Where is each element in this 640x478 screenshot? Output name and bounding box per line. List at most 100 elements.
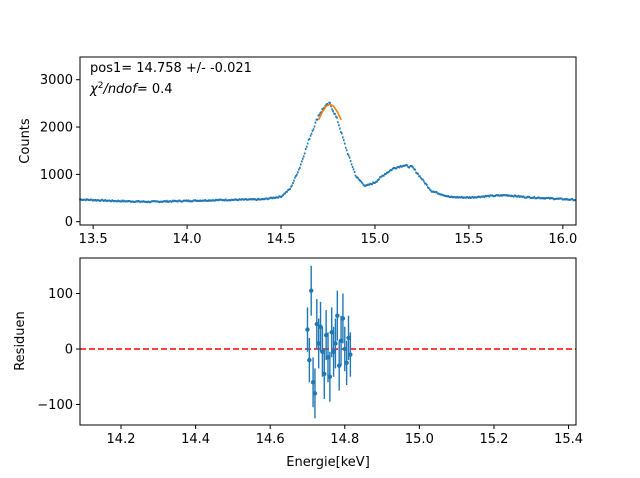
- spectrum-point: [451, 195, 454, 198]
- spectrum-point: [419, 175, 421, 178]
- fit-position-annotation: pos1= 14.758 +/- -0.021: [90, 61, 252, 76]
- spectrum-point: [144, 200, 147, 203]
- spectrum-point: [502, 193, 504, 196]
- spectrum-point: [156, 200, 158, 203]
- spectrum-point: [350, 163, 353, 166]
- residuals-y-tick-label: 0: [65, 342, 73, 357]
- spectrum-point: [253, 198, 255, 201]
- spectrum-point: [415, 171, 417, 174]
- spectrum-point: [155, 200, 158, 203]
- spectrum-point: [178, 199, 181, 202]
- spectrum-point: [332, 110, 334, 113]
- spectrum-point: [181, 200, 184, 203]
- spectrum-point: [147, 200, 150, 203]
- spectrum-point: [161, 200, 163, 203]
- spectrum-point: [459, 196, 461, 199]
- spectrum-y-tick-label: 3000: [40, 73, 73, 88]
- spectrum-point: [506, 194, 508, 197]
- spectrum-point: [226, 199, 229, 202]
- spectrum-point: [199, 199, 201, 202]
- spectrum-point: [479, 196, 482, 199]
- spectrum-point: [149, 201, 152, 204]
- spectrum-y-axis-label: Counts: [18, 118, 33, 164]
- spectrum-point: [298, 168, 300, 171]
- spectrum-point: [312, 128, 315, 131]
- spectrum-point: [283, 192, 285, 195]
- spectrum-point: [195, 200, 198, 203]
- residual-point: [309, 288, 314, 293]
- spectrum-plot-frame: [79, 56, 577, 226]
- spectrum-point: [218, 198, 221, 201]
- spectrum-point: [344, 146, 347, 149]
- spectrum-point: [496, 194, 498, 197]
- spectrum-point: [214, 198, 217, 201]
- spectrum-point: [453, 195, 455, 198]
- spectrum-point: [187, 199, 190, 202]
- spectrum-point: [351, 166, 354, 169]
- spectrum-point: [553, 198, 555, 201]
- spectrum-point: [170, 200, 172, 203]
- spectrum-point: [489, 194, 492, 197]
- spectrum-point: [529, 196, 532, 199]
- spectrum-point: [254, 198, 256, 201]
- spectrum-point: [274, 196, 277, 199]
- spectrum-point: [543, 197, 545, 200]
- residuals-series: [305, 265, 353, 419]
- spectrum-point: [573, 199, 576, 202]
- spectrum-point: [331, 108, 333, 111]
- spectrum-point: [337, 121, 339, 124]
- residuals-x-tick-label: 14.4: [181, 432, 210, 447]
- spectrum-point: [383, 174, 385, 177]
- spectrum-point: [325, 103, 327, 106]
- spectrum-point: [302, 155, 305, 158]
- spectrum-point: [278, 195, 281, 198]
- spectrum-point: [376, 180, 378, 183]
- spectrum-point: [228, 199, 231, 202]
- spectrum-point: [492, 195, 495, 198]
- spectrum-point: [305, 145, 308, 148]
- spectrum-point: [328, 101, 330, 104]
- spectrum-point: [219, 198, 222, 201]
- spectrum-point: [172, 199, 174, 202]
- spectrum-point: [411, 165, 413, 168]
- spectrum-point: [551, 197, 553, 200]
- spectrum-point: [252, 197, 254, 200]
- spectrum-point: [224, 198, 227, 201]
- spectrum-point: [256, 199, 258, 202]
- spectrum-point: [541, 196, 543, 199]
- spectrum-x-tick-label: 16.0: [548, 232, 577, 247]
- spectrum-point: [81, 199, 83, 202]
- spectrum-point: [458, 196, 460, 199]
- spectrum-point: [563, 198, 566, 201]
- spectrum-point: [191, 200, 194, 203]
- spectrum-point: [478, 195, 481, 198]
- spectrum-point: [190, 200, 193, 203]
- spectrum-point: [345, 149, 348, 152]
- spectrum-point: [275, 196, 278, 199]
- spectrum-point: [504, 194, 506, 197]
- spectrum-point: [220, 198, 223, 201]
- spectrum-point: [148, 201, 151, 204]
- spectrum-series: [79, 101, 577, 204]
- spectrum-point: [89, 198, 92, 201]
- spectrum-point: [469, 196, 472, 199]
- spectrum-point: [557, 197, 560, 200]
- spectrum-point: [549, 197, 551, 200]
- spectrum-point: [306, 142, 309, 145]
- spectrum-point: [516, 195, 519, 198]
- spectrum-point: [168, 200, 170, 203]
- spectrum-point: [430, 190, 433, 193]
- spectrum-point: [483, 196, 486, 199]
- spectrum-point: [423, 180, 425, 183]
- spectrum-point: [409, 165, 412, 168]
- spectrum-point: [192, 199, 195, 202]
- residual-point: [314, 321, 320, 327]
- spectrum-point: [374, 181, 376, 184]
- spectrum-point: [369, 182, 371, 185]
- residuals-y-axis-label: Residuen: [13, 311, 28, 371]
- spectrum-point: [130, 200, 133, 203]
- spectrum-point: [200, 200, 202, 203]
- spectrum-point: [108, 199, 111, 202]
- spectrum-point: [307, 138, 310, 141]
